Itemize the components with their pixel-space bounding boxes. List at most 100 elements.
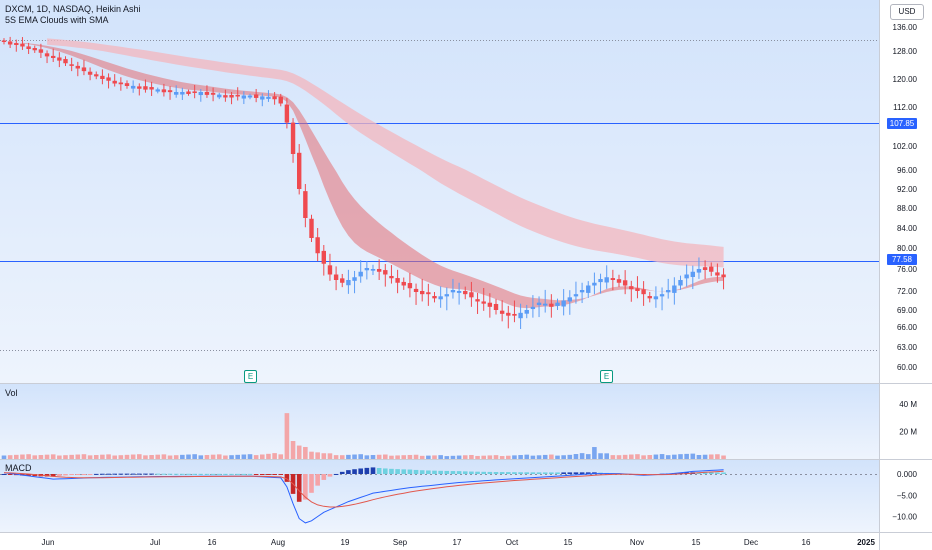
candle[interactable] <box>198 92 203 96</box>
candle[interactable] <box>389 275 394 279</box>
candle[interactable] <box>57 57 62 61</box>
earnings-marker[interactable]: E <box>244 370 257 383</box>
candle[interactable] <box>407 283 413 289</box>
earnings-marker[interactable]: E <box>600 370 613 383</box>
candle[interactable] <box>690 271 695 277</box>
candle[interactable] <box>20 43 25 47</box>
candle[interactable] <box>401 281 406 286</box>
candle[interactable] <box>709 266 714 272</box>
candle[interactable] <box>204 92 210 95</box>
candle[interactable] <box>180 92 185 95</box>
candle[interactable] <box>487 302 493 307</box>
candle[interactable] <box>475 299 480 302</box>
candle[interactable] <box>87 71 93 75</box>
candle[interactable] <box>567 297 572 302</box>
candle[interactable] <box>149 87 154 90</box>
candle[interactable] <box>112 80 117 84</box>
candle[interactable] <box>124 83 130 86</box>
candle[interactable] <box>352 277 357 281</box>
candle[interactable] <box>684 274 689 279</box>
candle[interactable] <box>290 122 296 154</box>
candle[interactable] <box>647 296 652 299</box>
candle[interactable] <box>32 48 37 51</box>
candle[interactable] <box>653 296 659 300</box>
candle[interactable] <box>130 85 136 89</box>
candle[interactable] <box>315 237 320 254</box>
candle[interactable] <box>272 96 277 100</box>
candle[interactable] <box>450 290 456 293</box>
candle[interactable] <box>463 291 468 295</box>
candle[interactable] <box>241 95 247 99</box>
candle[interactable] <box>167 90 173 93</box>
candle[interactable] <box>678 280 683 286</box>
candle[interactable] <box>715 272 720 276</box>
candle[interactable] <box>358 271 363 277</box>
candle[interactable] <box>426 292 431 295</box>
candle[interactable] <box>370 269 376 271</box>
candle[interactable] <box>438 296 443 300</box>
candle[interactable] <box>420 291 425 295</box>
candle[interactable] <box>161 89 167 93</box>
candle[interactable] <box>26 46 31 49</box>
candle[interactable] <box>223 95 228 98</box>
candle[interactable] <box>629 286 634 290</box>
candle[interactable] <box>524 310 529 314</box>
candle[interactable] <box>395 278 400 283</box>
candle[interactable] <box>702 267 708 270</box>
candle[interactable] <box>303 191 308 218</box>
candle[interactable] <box>598 279 603 283</box>
candle[interactable] <box>493 303 499 310</box>
candle[interactable] <box>229 94 234 98</box>
candle[interactable] <box>592 282 597 286</box>
candle[interactable] <box>518 312 523 319</box>
candle[interactable] <box>346 280 351 286</box>
candle[interactable] <box>118 82 124 85</box>
candle[interactable] <box>69 64 74 66</box>
candle[interactable] <box>44 53 50 57</box>
candle[interactable] <box>1 40 7 43</box>
candle[interactable] <box>100 75 105 79</box>
candle[interactable] <box>666 290 671 293</box>
candle[interactable] <box>51 55 56 58</box>
candle[interactable] <box>260 96 265 100</box>
candle[interactable] <box>81 67 87 72</box>
candle[interactable] <box>512 313 517 316</box>
candle[interactable] <box>536 302 542 305</box>
candle[interactable] <box>672 285 677 293</box>
candle[interactable] <box>192 91 197 93</box>
candle[interactable] <box>63 59 68 64</box>
candle[interactable] <box>106 77 111 81</box>
candle[interactable] <box>376 269 382 272</box>
candle[interactable] <box>456 291 462 293</box>
candle[interactable] <box>327 265 333 275</box>
candle[interactable] <box>14 43 19 45</box>
candle[interactable] <box>659 294 665 297</box>
candle[interactable] <box>543 303 548 306</box>
candle[interactable] <box>253 94 259 98</box>
candle[interactable] <box>333 274 339 281</box>
candle[interactable] <box>499 310 505 314</box>
candle[interactable] <box>94 74 99 77</box>
candle[interactable] <box>309 218 314 238</box>
candle[interactable] <box>143 86 148 90</box>
currency-button[interactable]: USD <box>890 4 924 20</box>
candle[interactable] <box>444 294 449 297</box>
candle[interactable] <box>174 92 179 95</box>
candle[interactable] <box>364 268 370 271</box>
candle[interactable] <box>622 280 628 286</box>
candle[interactable] <box>7 41 13 45</box>
candle[interactable] <box>340 278 345 283</box>
candle[interactable] <box>321 250 326 264</box>
candle[interactable] <box>696 269 702 273</box>
candle[interactable] <box>604 277 609 283</box>
candle[interactable] <box>186 91 191 94</box>
candle[interactable] <box>610 278 616 280</box>
candle[interactable] <box>217 94 222 98</box>
candle[interactable] <box>383 270 388 275</box>
candle[interactable] <box>555 302 560 306</box>
candle[interactable] <box>38 49 44 53</box>
candle[interactable] <box>506 312 511 316</box>
candle[interactable] <box>635 288 640 291</box>
candle[interactable] <box>586 285 591 293</box>
